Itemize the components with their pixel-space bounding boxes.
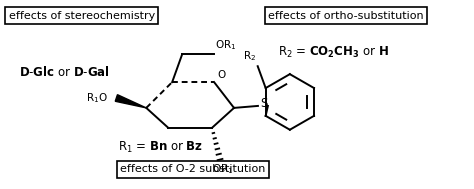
Text: effects of O-2 substitution: effects of O-2 substitution bbox=[120, 164, 266, 174]
Text: R$_2$: R$_2$ bbox=[243, 50, 255, 63]
Text: OR$_1$: OR$_1$ bbox=[212, 163, 234, 176]
Text: OR$_1$: OR$_1$ bbox=[215, 39, 237, 52]
Polygon shape bbox=[115, 95, 146, 108]
Text: $\mathbf{D}$-$\mathbf{Glc}$ or $\mathbf{D}$-$\mathbf{Gal}$: $\mathbf{D}$-$\mathbf{Glc}$ or $\mathbf{… bbox=[18, 65, 109, 79]
Text: O: O bbox=[217, 70, 225, 80]
Text: R$_1$O: R$_1$O bbox=[86, 91, 108, 105]
Text: S: S bbox=[260, 98, 267, 110]
Text: effects of ortho-substitution: effects of ortho-substitution bbox=[268, 11, 424, 21]
Text: R$_1$ = $\mathbf{Bn}$ or $\mathbf{Bz}$: R$_1$ = $\mathbf{Bn}$ or $\mathbf{Bz}$ bbox=[118, 140, 203, 155]
Text: effects of stereochemistry: effects of stereochemistry bbox=[9, 11, 155, 21]
Text: R$_2$ = $\mathbf{CO_2CH_3}$ or $\mathbf{H}$: R$_2$ = $\mathbf{CO_2CH_3}$ or $\mathbf{… bbox=[278, 45, 389, 60]
